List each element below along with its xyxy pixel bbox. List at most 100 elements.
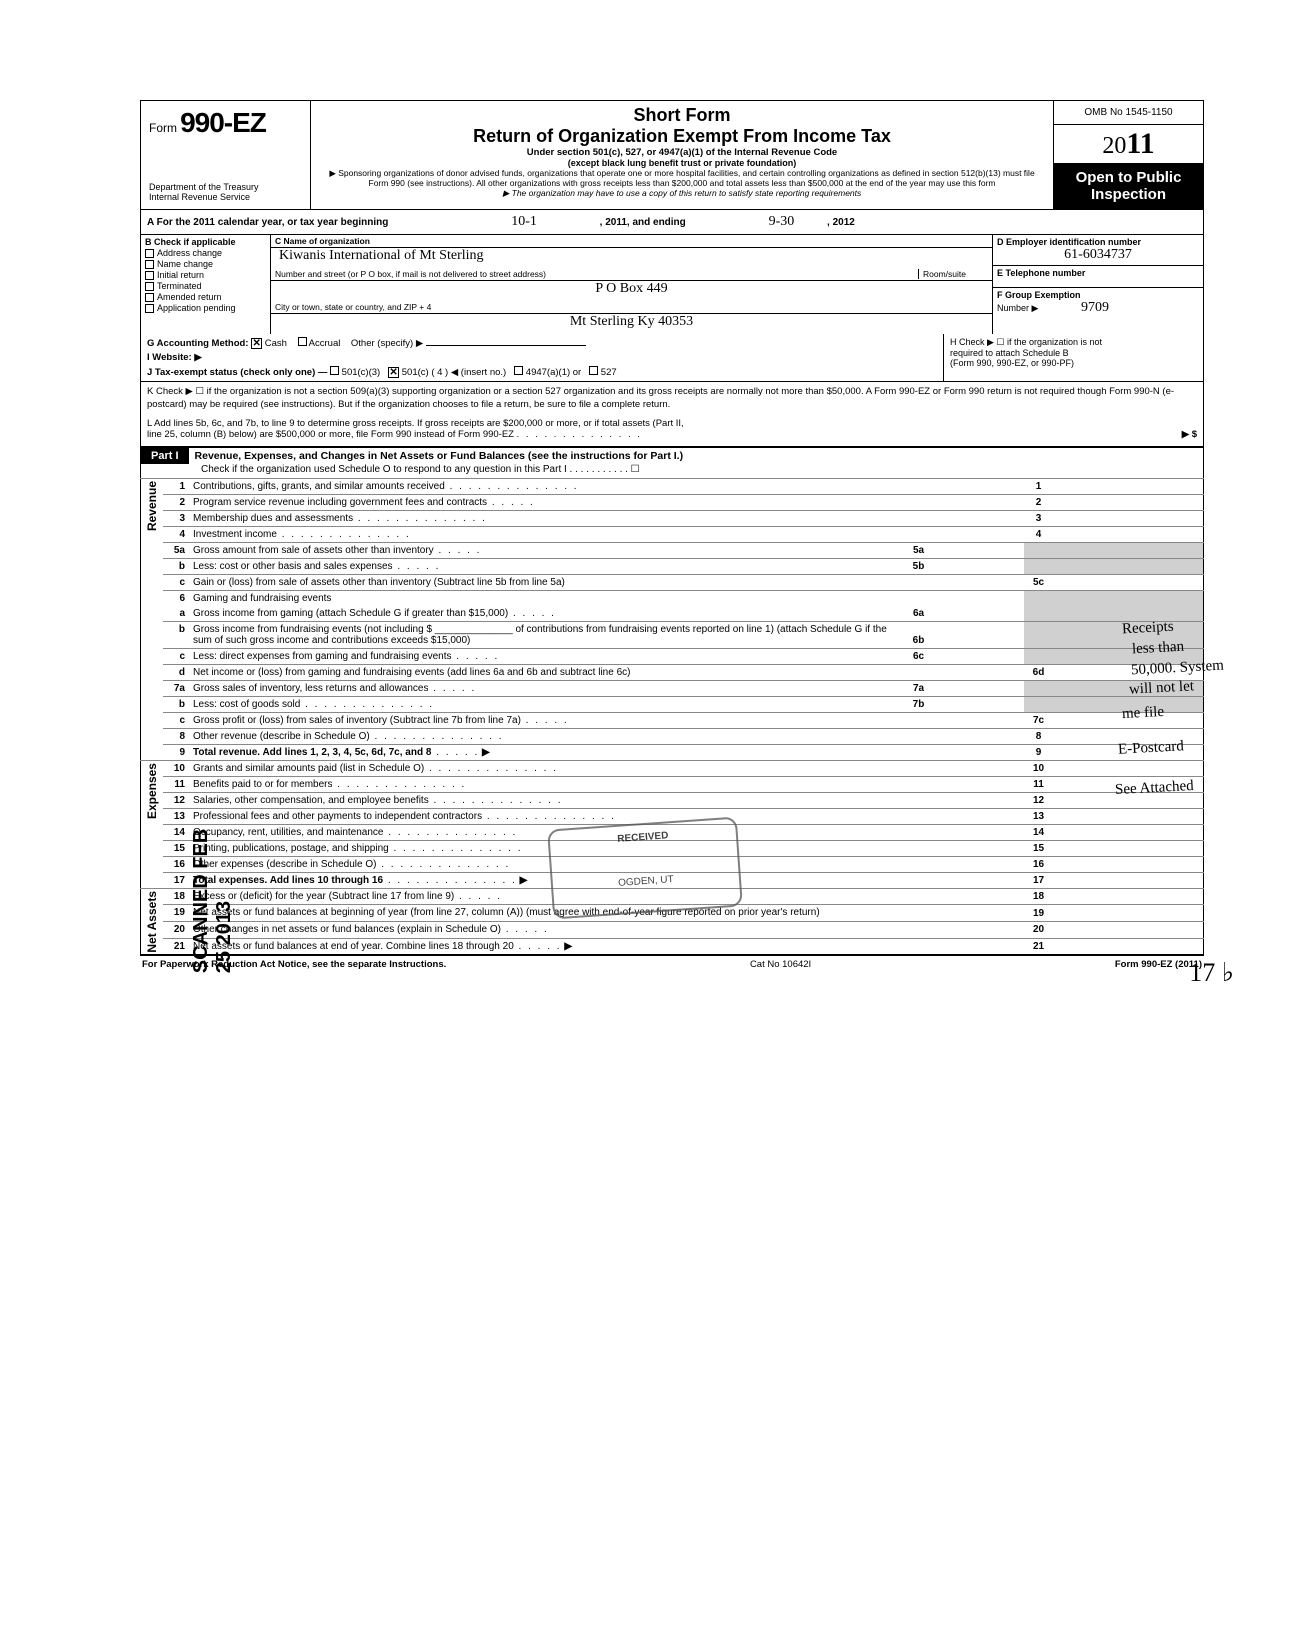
mv6b[interactable] xyxy=(934,621,1024,648)
n9: 9 xyxy=(163,744,189,760)
n7a: 7a xyxy=(163,680,189,696)
name-label: C Name of organization xyxy=(271,235,992,248)
v2[interactable] xyxy=(1054,494,1204,510)
mv6a[interactable] xyxy=(934,606,1024,622)
lbl-amended: Amended return xyxy=(157,292,222,302)
mn6c: 6c xyxy=(904,648,934,664)
chk-501c3[interactable] xyxy=(330,366,339,375)
lbl-address-change: Address change xyxy=(157,248,222,258)
row-l: L Add lines 5b, 6c, and 7b, to line 9 to… xyxy=(140,416,1204,447)
chk-address-change[interactable] xyxy=(145,249,154,258)
lbl-4947: 4947(a)(1) or xyxy=(526,367,581,378)
en15: 15 xyxy=(1024,840,1054,856)
footer: For Paperwork Reduction Act Notice, see … xyxy=(140,955,1204,973)
group-number: 9709 xyxy=(1081,300,1109,315)
side-expenses: Expenses xyxy=(145,763,159,819)
v19[interactable] xyxy=(1054,905,1204,922)
v10[interactable] xyxy=(1054,760,1204,776)
v16[interactable] xyxy=(1054,856,1204,872)
en19: 19 xyxy=(1024,905,1054,922)
mv7b[interactable] xyxy=(934,696,1024,712)
chk-4947[interactable] xyxy=(514,366,523,375)
d12: Salaries, other compensation, and employ… xyxy=(193,795,429,806)
annot-receipts: Receipts xyxy=(1122,619,1174,639)
annot-epostcard: E-Postcard xyxy=(1118,738,1185,758)
n7b: b xyxy=(163,696,189,712)
form-number: 990-EZ xyxy=(180,107,266,138)
d13: Professional fees and other payments to … xyxy=(193,811,482,822)
d20: Other changes in net assets or fund bala… xyxy=(193,924,501,935)
en14: 14 xyxy=(1024,824,1054,840)
h-line1: H Check ▶ ☐ if the organization is not xyxy=(950,337,1197,348)
d10: Grants and similar amounts paid (list in… xyxy=(193,763,424,774)
d2: Program service revenue including govern… xyxy=(193,497,487,508)
v13[interactable] xyxy=(1054,808,1204,824)
org-address: P O Box 449 xyxy=(271,281,992,301)
col-def: D Employer identification number 61-6034… xyxy=(993,235,1203,334)
mv6c[interactable] xyxy=(934,648,1024,664)
chk-application-pending[interactable] xyxy=(145,304,154,313)
chk-accrual[interactable] xyxy=(298,337,307,346)
v1[interactable] xyxy=(1054,478,1204,494)
d7b: Less: cost of goods sold xyxy=(193,699,300,710)
corner-handwriting: 17 ♭ xyxy=(1189,958,1234,988)
d21: Net assets or fund balances at end of ye… xyxy=(193,941,514,952)
n20: 20 xyxy=(163,921,189,938)
chk-527[interactable] xyxy=(589,366,598,375)
fine-print-1: ▶ Sponsoring organizations of donor advi… xyxy=(319,168,1045,188)
row-a-mid: , 2011, and ending xyxy=(600,217,686,228)
mn6b: 6b xyxy=(904,621,934,648)
chk-cash[interactable]: ✕ xyxy=(251,338,262,349)
chk-amended[interactable] xyxy=(145,293,154,302)
n3: 3 xyxy=(163,510,189,526)
chk-initial-return[interactable] xyxy=(145,271,154,280)
mn5a: 5a xyxy=(904,542,934,558)
lbl-other: Other (specify) ▶ xyxy=(351,338,423,349)
v14[interactable] xyxy=(1054,824,1204,840)
lbl-name-change: Name change xyxy=(157,259,213,269)
en16: 16 xyxy=(1024,856,1054,872)
v17[interactable] xyxy=(1054,872,1204,888)
v4[interactable] xyxy=(1054,526,1204,542)
lbl-terminated: Terminated xyxy=(157,281,202,291)
form-number-box: Form 990-EZ Department of the Treasury I… xyxy=(141,101,311,209)
chk-name-change[interactable] xyxy=(145,260,154,269)
n6: 6 xyxy=(163,590,189,606)
d7a: Gross sales of inventory, less returns a… xyxy=(193,683,428,694)
en17: 17 xyxy=(1024,872,1054,888)
n2: 2 xyxy=(163,494,189,510)
v20[interactable] xyxy=(1054,921,1204,938)
v15[interactable] xyxy=(1054,840,1204,856)
mn5b: 5b xyxy=(904,558,934,574)
d8: Other revenue (describe in Schedule O) xyxy=(193,731,370,742)
en11: 11 xyxy=(1024,776,1054,792)
en3: 3 xyxy=(1024,510,1054,526)
d5a: Gross amount from sale of assets other t… xyxy=(193,545,434,556)
en2: 2 xyxy=(1024,494,1054,510)
row-ghij: G Accounting Method: ✕ Cash Accrual Othe… xyxy=(140,334,1204,382)
v3[interactable] xyxy=(1054,510,1204,526)
chk-terminated[interactable] xyxy=(145,282,154,291)
n1: 1 xyxy=(163,478,189,494)
chk-501c[interactable]: ✕ xyxy=(388,367,399,378)
v5c[interactable] xyxy=(1054,574,1204,590)
dept-irs: Internal Revenue Service xyxy=(149,193,302,203)
year-prefix: 20 xyxy=(1102,133,1126,159)
lbl-501c3: 501(c)(3) xyxy=(342,367,381,378)
d5c: Gain or (loss) from sale of assets other… xyxy=(193,577,565,588)
mv5a[interactable] xyxy=(934,542,1024,558)
city-label: City or town, state or country, and ZIP … xyxy=(271,301,992,314)
omb-box: OMB No 1545-1150 2011 Open to Public Ins… xyxy=(1053,101,1203,209)
mv7a[interactable] xyxy=(934,680,1024,696)
en1: 1 xyxy=(1024,478,1054,494)
v18[interactable] xyxy=(1054,888,1204,905)
open-to-public: Open to Public Inspection xyxy=(1054,163,1203,209)
annot-me-file: me file xyxy=(1122,704,1165,723)
i-label: I Website: ▶ xyxy=(147,352,202,363)
ein-value: 61-6034737 xyxy=(997,247,1199,263)
mv5b[interactable] xyxy=(934,558,1024,574)
n6a: a xyxy=(163,606,189,622)
addr-label: Number and street (or P O box, if mail i… xyxy=(275,269,918,279)
v21[interactable] xyxy=(1054,938,1204,955)
en12: 12 xyxy=(1024,792,1054,808)
